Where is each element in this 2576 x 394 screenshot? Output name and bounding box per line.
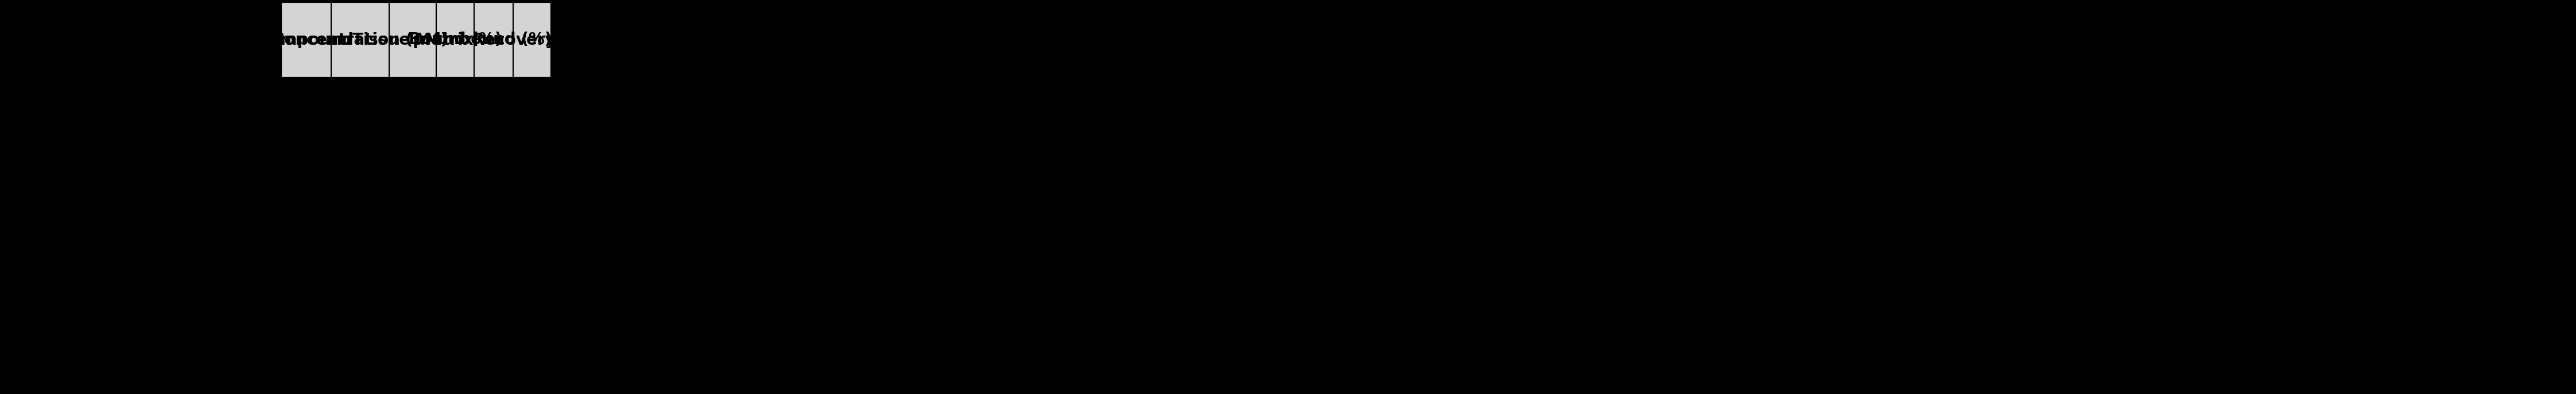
Text: Rat Plasma: Rat Plasma <box>376 100 448 112</box>
Text: 1: 1 <box>355 158 363 169</box>
Text: Compound: Compound <box>258 32 353 48</box>
Text: Bound (%): Bound (%) <box>410 32 502 48</box>
Text: Nalfurafine: Nalfurafine <box>270 100 343 112</box>
Text: 32.7: 32.7 <box>479 100 507 112</box>
Text: Nalfurafine: Nalfurafine <box>270 158 343 169</box>
Text: 97.4: 97.4 <box>518 158 546 169</box>
Text: 1: 1 <box>355 100 363 112</box>
Text: Concentration (μM): Concentration (μM) <box>273 32 448 48</box>
Text: 67.3: 67.3 <box>440 100 469 112</box>
Text: Recovery (%): Recovery (%) <box>471 32 592 48</box>
Text: 39.5: 39.5 <box>440 158 469 169</box>
Text: Tissue Matrix: Tissue Matrix <box>353 32 474 48</box>
Text: Rat Brain Homogenate: Rat Brain Homogenate <box>340 158 484 169</box>
Text: 102.3: 102.3 <box>513 100 551 112</box>
Text: 60.5: 60.5 <box>479 158 507 169</box>
Text: Unbound (%): Unbound (%) <box>435 32 551 48</box>
